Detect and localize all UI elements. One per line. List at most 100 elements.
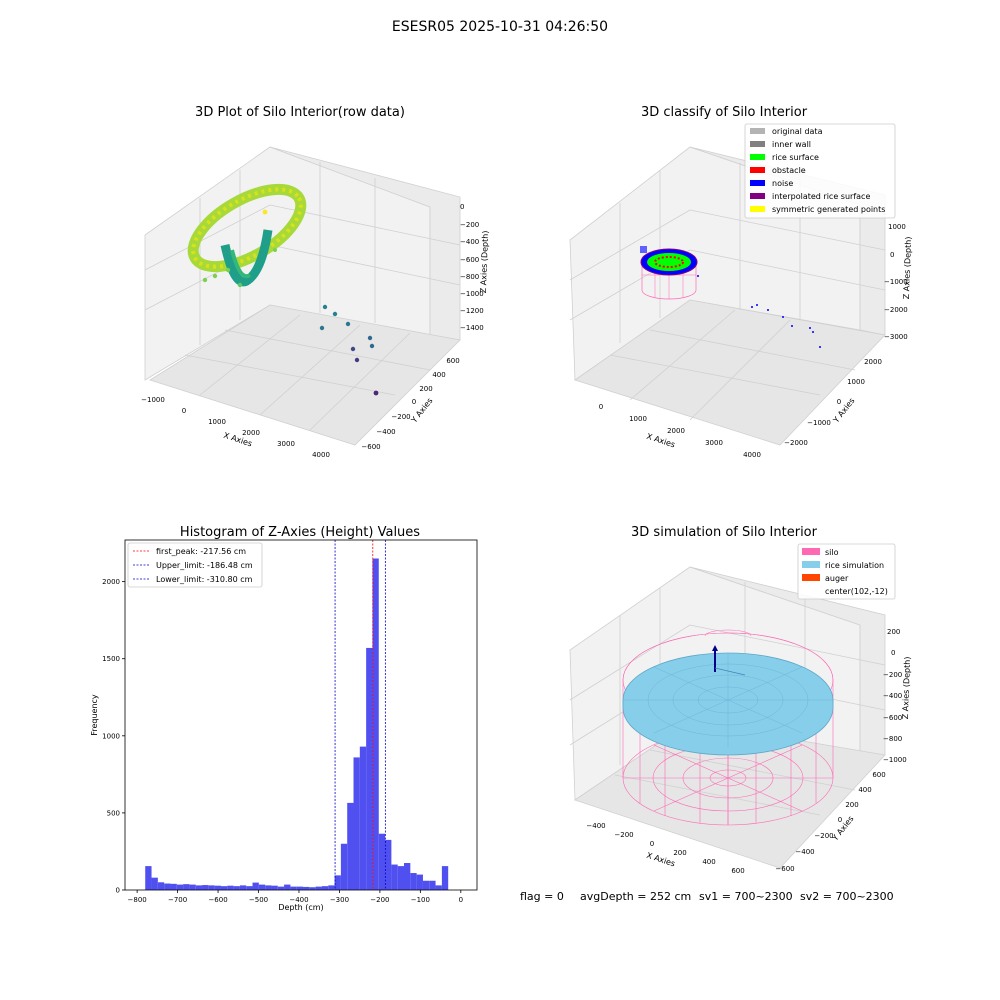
classify-x-tick-label: 4000 <box>743 451 761 459</box>
raw-y-tick-label: 0 <box>412 398 416 406</box>
classify-legend-entry: rice surface <box>750 153 819 162</box>
hist-bar <box>290 886 297 890</box>
hist-bar <box>208 885 215 890</box>
classify-legend-entry: interpolated rice surface <box>750 192 870 201</box>
sim-x-tick-label: −400 <box>586 822 605 830</box>
hist-x-axis-label: Depth (cm) <box>278 903 323 912</box>
hist-bar <box>385 839 392 890</box>
raw-outlier-point <box>350 346 356 352</box>
hist-y-axis-label: Frequency <box>90 694 99 736</box>
sim-z-tick-label: −1000 <box>883 756 907 764</box>
hist-vlines <box>334 540 386 890</box>
sim-z-tick-label: 0 <box>891 649 895 657</box>
sim-z-tick-label: −800 <box>883 735 902 743</box>
hist-y-tick-label: 1500 <box>102 655 120 663</box>
raw-z-tick-label: 0 <box>460 203 464 211</box>
raw-outlier-point <box>354 357 360 363</box>
panel-raw-title: 3D Plot of Silo Interior(row data) <box>195 105 405 120</box>
sim-z-tick-label: −600 <box>883 714 902 722</box>
hist-bar <box>214 885 221 890</box>
sim-y-tick-label: −400 <box>795 848 814 856</box>
raw-outlier-point <box>345 321 351 327</box>
sim-z-axis-label: Z Axies (Depth) <box>901 656 912 719</box>
sim-x-ticks: −400 −200 0 200 400 600 <box>586 822 744 875</box>
hist-bar <box>422 880 430 890</box>
sim-y-tick-label: −600 <box>775 865 794 873</box>
hist-title: Histogram of Z-Axies (Height) Values <box>180 525 420 540</box>
hist-bars <box>145 558 449 890</box>
panel-classify-title: 3D classify of Silo Interior <box>641 105 808 120</box>
raw-outlier-point <box>332 311 338 317</box>
raw-z-tick-label: −800 <box>460 273 479 281</box>
sim-y-tick-label: 200 <box>845 801 858 809</box>
classify-x-tick-label: 3000 <box>705 439 723 447</box>
hist-x-tick-label: −700 <box>168 896 187 904</box>
sim-x-tick-label: 400 <box>702 858 715 866</box>
raw-z-tick-label: −400 <box>460 238 479 246</box>
classify-y-tick-label: 1000 <box>847 378 865 386</box>
hist-bar <box>429 880 436 890</box>
figure-title: ESESR05 2025-10-31 04:26:50 <box>392 19 608 35</box>
raw-y-tick-label: 200 <box>419 385 432 393</box>
raw-z-tick-label: −1400 <box>460 324 484 332</box>
sim-y-tick-label: −200 <box>814 832 833 840</box>
classify-y-tick-label: −2000 <box>784 439 808 447</box>
legend-label: original data <box>772 127 823 136</box>
raw-x-tick-label: 3000 <box>277 440 295 448</box>
legend-label: rice simulation <box>825 561 884 570</box>
legend-swatch-obstacle <box>750 167 765 173</box>
sim-x-axis-label: X Axies <box>645 851 676 869</box>
legend-label: interpolated rice surface <box>772 192 870 201</box>
hist-bar <box>397 866 405 890</box>
hist-bar <box>441 866 449 890</box>
sim-legend-entry: center(102,-12) <box>825 587 888 596</box>
hist-bar <box>265 885 272 890</box>
raw-y-tick-label: 600 <box>446 357 459 365</box>
hist-bar <box>151 877 158 890</box>
raw-z-tick-label: −1200 <box>460 307 484 315</box>
sim-z-tick-label: 200 <box>887 628 900 636</box>
sim-y-tick-label: 400 <box>858 786 871 794</box>
hist-y-ticks: 0 500 1000 1500 2000 <box>102 578 125 895</box>
legend-swatch-inner-wall <box>750 141 765 147</box>
raw-y-tick-label: −200 <box>391 413 410 421</box>
raw-x-ticks: −1000 0 1000 2000 3000 4000 <box>141 396 330 459</box>
hist-bar <box>195 885 203 890</box>
footer-stats: flag = 0 avgDepth = 252 cm sv1 = 700~230… <box>520 890 894 903</box>
raw-z-tick-label: −1000 <box>460 290 484 298</box>
hist-bar <box>340 843 348 890</box>
raw-x-tick-label: 4000 <box>312 451 330 459</box>
classify-legend-frame <box>744 123 896 219</box>
footer-sv1: sv1 = 700~2300 <box>699 890 793 903</box>
legend-swatch-noise <box>750 180 765 186</box>
hist-bar <box>378 833 386 890</box>
sim-z-tick-label: −200 <box>883 671 902 679</box>
hist-x-tick-label: −300 <box>330 896 349 904</box>
legend-label: first_peak: -217.56 cm <box>156 547 246 556</box>
legend-swatch-silo <box>802 548 820 555</box>
raw-silo-scatter <box>187 183 307 288</box>
sim-y-axis-label: Y Axies <box>830 814 856 843</box>
raw-x-tick-label: 1000 <box>208 418 226 426</box>
classify-legend-entry: noise <box>750 179 793 188</box>
legend-label: inner wall <box>772 140 811 149</box>
legend-label: obstacle <box>772 166 806 175</box>
sim-legend-frame <box>797 543 896 600</box>
hist-x-tick-label: −400 <box>289 896 308 904</box>
legend-label: rice surface <box>772 153 819 162</box>
hist-bar <box>183 884 190 890</box>
raw-z-ticks: −1400 −1200 −1000 −800 −600 −400 −200 0 <box>460 203 484 332</box>
panel-simulation-3d: 3D simulation of Silo Interior <box>569 525 912 875</box>
hist-legend-entry: Lower_limit: -310.80 cm <box>133 575 253 584</box>
hist-bar <box>416 874 423 890</box>
hist-bar <box>277 886 285 890</box>
sim-legend-entry: rice simulation <box>802 561 884 570</box>
panel-raw-3d: 3D Plot of Silo Interior(row data) <box>141 105 490 459</box>
legend-label: silo <box>825 548 839 557</box>
sim-x-tick-label: 600 <box>731 867 744 875</box>
sim-y-tick-label: 0 <box>838 816 842 824</box>
legend-label: center(102,-12) <box>825 587 888 596</box>
legend-label: Lower_limit: -310.80 cm <box>156 575 253 584</box>
raw-z-tick-label: −200 <box>460 221 479 229</box>
